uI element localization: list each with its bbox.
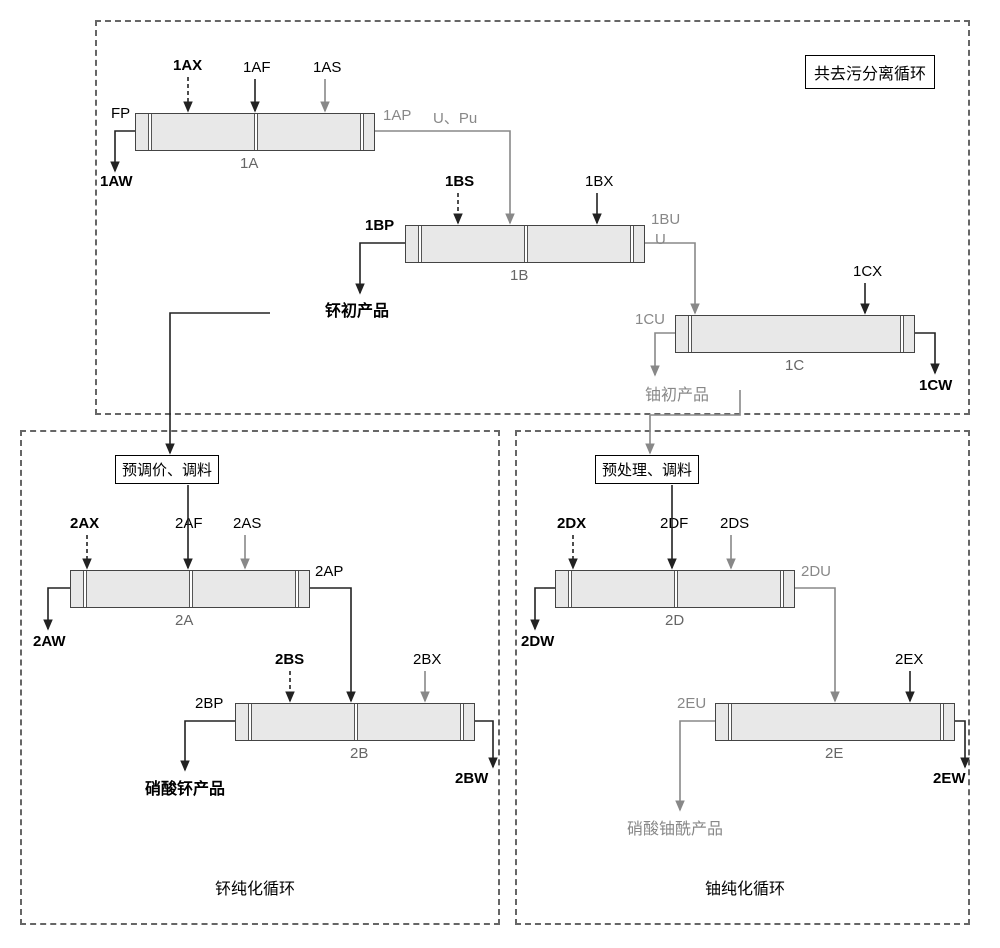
product-pu-initial: 钚初产品	[325, 297, 389, 321]
cycle-box-left	[20, 430, 500, 925]
column-label-2E: 2E	[825, 745, 843, 762]
label-2EU: 2EU	[677, 695, 706, 712]
column-1B	[405, 225, 645, 263]
label-1BP: 1BP	[365, 217, 394, 234]
column-label-2A: 2A	[175, 612, 193, 629]
label-2BW: 2BW	[455, 770, 488, 787]
label-2DS: 2DS	[720, 515, 749, 532]
label-2AF: 2AF	[175, 515, 203, 532]
label-2BS: 2BS	[275, 651, 304, 668]
label-2DU: 2DU	[801, 563, 831, 580]
column-2D	[555, 570, 795, 608]
column-label-2B: 2B	[350, 745, 368, 762]
label-2EW: 2EW	[933, 770, 966, 787]
label-U: U	[655, 231, 666, 248]
cycle-footer-left: 钚纯化循环	[215, 875, 295, 899]
column-2E	[715, 703, 955, 741]
label-2AW: 2AW	[33, 633, 66, 650]
label-2BP: 2BP	[195, 695, 223, 712]
product-u-nitrate: 硝酸铀酰产品	[627, 815, 723, 839]
label-2BX: 2BX	[413, 651, 441, 668]
column-2B	[235, 703, 475, 741]
label-1BS: 1BS	[445, 173, 474, 190]
label-1AX: 1AX	[173, 57, 202, 74]
column-label-1C: 1C	[785, 357, 804, 374]
label-1AF: 1AF	[243, 59, 271, 76]
label-UPu: U、Pu	[433, 107, 477, 128]
cycle-title-top: 共去污分离循环	[805, 55, 935, 89]
label-1AS: 1AS	[313, 59, 341, 76]
label-2AX: 2AX	[70, 515, 99, 532]
label-1AP: 1AP	[383, 107, 411, 124]
label-1BX: 1BX	[585, 173, 613, 190]
diagram-root: 共去污分离循环 预调价、调料 预处理、调料 1A 1B 1C 2A 2B	[15, 15, 985, 933]
cycle-footer-right: 铀纯化循环	[705, 875, 785, 899]
label-2AS: 2AS	[233, 515, 261, 532]
label-1CX: 1CX	[853, 263, 882, 280]
column-1C	[675, 315, 915, 353]
process-left-prep: 预调价、调料	[115, 455, 219, 484]
column-1A	[135, 113, 375, 151]
process-right-prep: 预处理、调料	[595, 455, 699, 484]
label-2EX: 2EX	[895, 651, 923, 668]
label-2DX: 2DX	[557, 515, 586, 532]
cycle-box-right	[515, 430, 970, 925]
label-1CW: 1CW	[919, 377, 952, 394]
label-1BU: 1BU	[651, 211, 680, 228]
label-2AP: 2AP	[315, 563, 343, 580]
column-2A	[70, 570, 310, 608]
label-FP: FP	[111, 105, 130, 122]
label-1AW: 1AW	[100, 173, 133, 190]
label-1CU: 1CU	[635, 311, 665, 328]
column-label-2D: 2D	[665, 612, 684, 629]
column-label-1A: 1A	[240, 155, 258, 172]
product-pu-nitrate: 硝酸钚产品	[145, 775, 225, 799]
label-2DF: 2DF	[660, 515, 688, 532]
label-2DW: 2DW	[521, 633, 554, 650]
product-u-initial: 铀初产品	[645, 381, 709, 405]
column-label-1B: 1B	[510, 267, 528, 284]
